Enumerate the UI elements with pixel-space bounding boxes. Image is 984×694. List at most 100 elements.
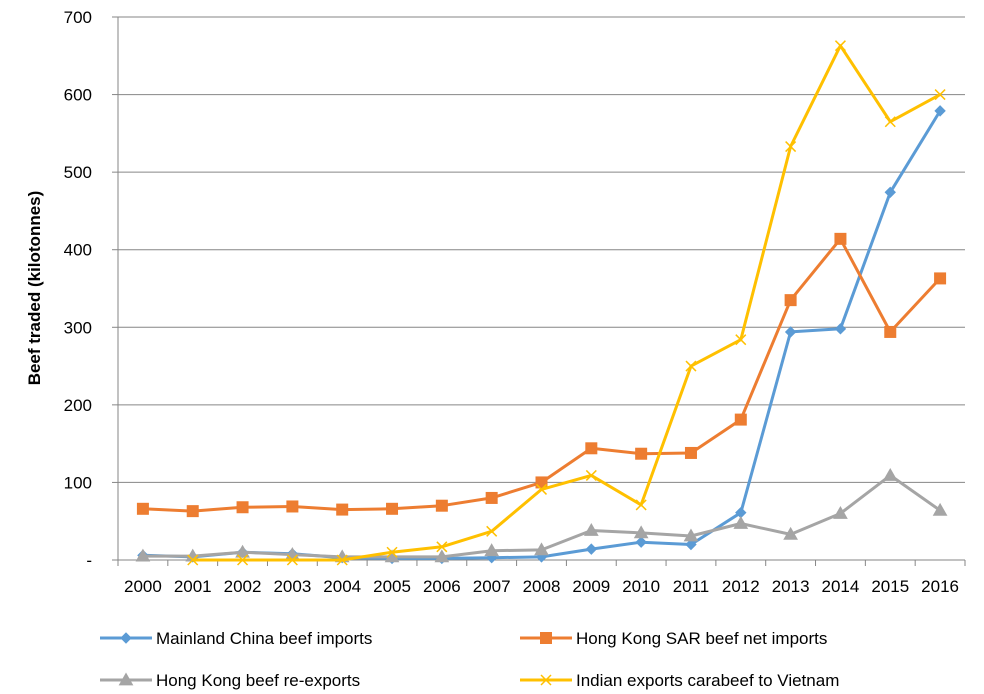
- data-point: [635, 447, 648, 460]
- data-point: [684, 446, 697, 459]
- marker-stroke: [934, 89, 946, 101]
- legend: Mainland China beef imports Hong Kong SAR…: [100, 629, 839, 690]
- x-tick-label: 2001: [174, 577, 212, 596]
- data-point: [882, 467, 898, 481]
- data-point: [834, 323, 847, 335]
- data-point: [286, 500, 299, 513]
- data-point: [735, 334, 747, 346]
- data-point: [585, 442, 598, 455]
- data-point: [932, 502, 948, 516]
- series-1: [136, 232, 947, 518]
- legend-item: Hong Kong SAR beef net imports: [520, 629, 827, 648]
- marker-stroke: [187, 554, 199, 566]
- data-point: [633, 525, 649, 539]
- marker-stroke: [237, 554, 249, 566]
- x-tick-label: 2006: [423, 577, 461, 596]
- gridlines: [118, 16, 965, 483]
- data-point: [635, 536, 647, 548]
- y-tick-label: 200: [64, 396, 92, 415]
- y-tick-label: 400: [64, 241, 92, 260]
- tick-labels: - 100 200 300 400 500 600 700 2000 2001 2002 2003 20…: [64, 8, 959, 596]
- x-tick-label: 2014: [822, 577, 860, 596]
- data-point: [833, 505, 848, 519]
- legend-marker: [118, 672, 134, 686]
- data-point: [934, 272, 947, 285]
- marker-stroke: [486, 525, 498, 537]
- marker-stroke: [834, 40, 846, 52]
- x-tick-label: 2012: [722, 577, 760, 596]
- x-tick-label: 2010: [622, 577, 660, 596]
- data-point: [434, 549, 450, 563]
- data-point: [485, 491, 498, 504]
- data-point: [734, 413, 747, 426]
- marker-stroke: [540, 674, 552, 686]
- legend-marker: [540, 674, 552, 686]
- marker-stroke: [336, 554, 348, 566]
- series-line: [192, 44, 941, 562]
- y-tick-label: 500: [64, 163, 92, 182]
- data-point: [934, 105, 946, 117]
- marker-stroke: [436, 541, 448, 553]
- data-point: [884, 116, 896, 128]
- legend-item: Indian exports carabeef to Vietnam: [520, 671, 839, 690]
- data-point: [237, 554, 249, 566]
- series-0: [137, 105, 946, 565]
- marker-stroke: [286, 554, 298, 566]
- data-point: [834, 40, 846, 52]
- data-point: [733, 516, 749, 529]
- data-point: [685, 360, 697, 372]
- x-tick-label: 2000: [124, 577, 162, 596]
- series-2: [135, 467, 948, 563]
- data-point: [486, 525, 498, 537]
- y-tick-label: -: [86, 551, 92, 570]
- y-tick-label: 700: [64, 8, 92, 27]
- data-point: [135, 548, 151, 562]
- marker-stroke: [635, 499, 647, 511]
- marker-stroke: [884, 116, 896, 128]
- marker-stroke: [785, 141, 797, 153]
- legend-label: Indian exports carabeef to Vietnam: [576, 671, 839, 690]
- marker-stroke: [685, 360, 697, 372]
- data-point: [834, 232, 847, 245]
- series-lines: [135, 40, 948, 566]
- data-point: [136, 502, 149, 515]
- x-tick-label: 2004: [323, 577, 361, 596]
- x-tick-label: 2009: [572, 577, 610, 596]
- y-axis-title: Beef traded (kilotonnes): [25, 191, 44, 386]
- legend-item: Hong Kong beef re-exports: [100, 671, 360, 690]
- x-tick-label: 2005: [373, 577, 411, 596]
- data-point: [484, 543, 500, 557]
- x-tick-label: 2013: [772, 577, 810, 596]
- data-point: [386, 546, 398, 558]
- y-tick-label: 300: [64, 318, 92, 337]
- data-point: [336, 503, 349, 516]
- x-tick-label: 2011: [673, 577, 710, 596]
- data-point: [585, 543, 598, 555]
- data-point: [685, 538, 697, 551]
- data-point: [534, 542, 549, 556]
- x-tick-label: 2007: [473, 577, 511, 596]
- data-point: [884, 325, 897, 338]
- data-point: [235, 544, 250, 558]
- legend-label: Hong Kong beef re-exports: [156, 671, 360, 690]
- legend-label: Mainland China beef imports: [156, 629, 372, 648]
- legend-label: Hong Kong SAR beef net imports: [576, 629, 827, 648]
- data-point: [336, 554, 348, 566]
- marker-stroke: [535, 483, 548, 495]
- data-point: [187, 554, 199, 566]
- x-tick-label: 2016: [921, 577, 959, 596]
- data-point: [884, 186, 896, 199]
- data-point: [583, 523, 599, 536]
- x-tick-label: 2002: [224, 577, 262, 596]
- data-point: [784, 326, 797, 338]
- marker-stroke: [735, 334, 747, 346]
- data-point: [934, 89, 946, 101]
- x-tick-label: 2008: [523, 577, 561, 596]
- data-point: [386, 502, 399, 515]
- data-point: [783, 526, 798, 540]
- data-point: [186, 505, 199, 518]
- data-point: [785, 141, 797, 153]
- data-point: [784, 294, 797, 307]
